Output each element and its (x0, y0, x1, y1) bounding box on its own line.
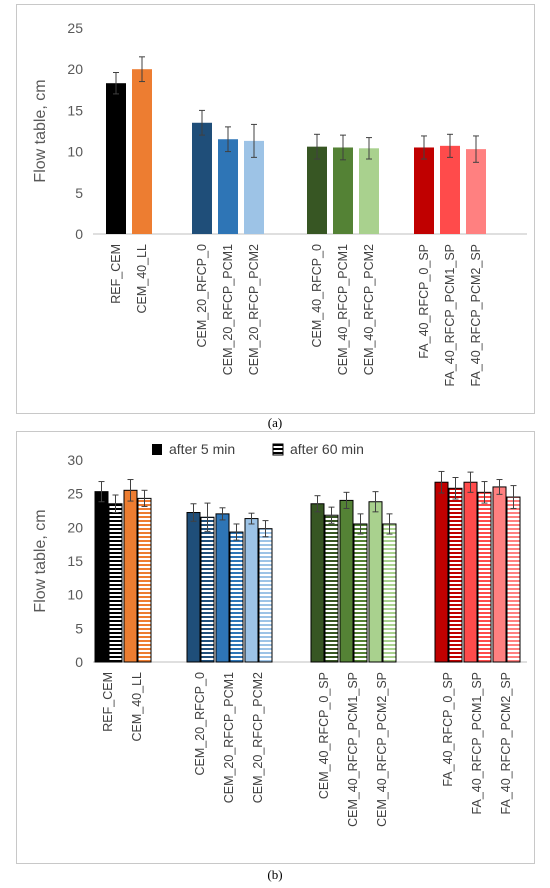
x-tick-label: FA_40_RFCP_PCM2_SP (499, 672, 513, 814)
chart-b-y-tick-label: 30 (67, 452, 83, 468)
caption-b: (b) (267, 867, 283, 882)
chart-b-y-tick-label: 5 (75, 620, 83, 636)
x-tick-label: FA_40_RFCP_0_SP (417, 244, 431, 359)
bar (244, 140, 264, 234)
chart-a-svg: 0 5 10 15 20 25 Flow table, cm REF_CEM CEM_40_LL… (32, 20, 527, 386)
x-tick-label: CEM_20_RFCP_PCM2 (251, 672, 265, 803)
bar (414, 147, 434, 234)
x-tick-label: CEM_40_RFCP_PCM2_SP (375, 672, 389, 827)
bar (359, 148, 379, 234)
x-tick-label: CEM_20_RFCP_PCM1 (221, 244, 235, 375)
x-tick-label: CEM_40_LL (130, 672, 144, 742)
legend-swatch-after-5 (152, 444, 162, 455)
chart-a-y-axis-label: Flow table, cm (32, 79, 49, 182)
bar-after-5 (215, 513, 230, 663)
chart-a-y-tick-label: 25 (67, 20, 83, 36)
x-tick-label: CEM_20_RFCP_0 (195, 244, 209, 348)
bar-after-5 (463, 481, 478, 663)
x-tick-label: REF_CEM (109, 244, 123, 304)
chart-a-y-tick-label: 15 (67, 102, 83, 118)
bar-after-5 (339, 499, 354, 663)
bar-after-5 (244, 518, 259, 663)
x-tick-label: CEM_40_RFCP_0 (310, 244, 324, 348)
bar (440, 145, 460, 234)
bar-after-60 (200, 516, 215, 663)
bar-after-5 (123, 489, 138, 663)
x-tick-label: CEM_20_RFCP_PCM2 (247, 244, 261, 375)
bar-after-60 (137, 497, 152, 663)
bar-after-60 (108, 503, 123, 663)
bar-after-5 (310, 503, 325, 663)
x-tick-label: CEM_40_RFCP_PCM1_SP (346, 672, 360, 827)
caption-a: (a) (267, 415, 283, 430)
legend-label-after-5: after 5 min (169, 441, 235, 457)
chart-b-y-tick-label: 15 (67, 553, 83, 569)
bar-after-60 (258, 528, 273, 663)
chart-b-svg: 0 5 10 15 20 25 30 Flow table, cm after 5 min aft… (32, 441, 527, 827)
chart-panel-a: 0 5 10 15 20 25 Flow table, cm REF_CEM CEM_40_LL… (16, 4, 535, 414)
x-tick-label: FA_40_RFCP_PCM1_SP (443, 244, 457, 386)
x-tick-label: CEM_40_RFCP_PCM1 (336, 244, 350, 375)
bar-after-5 (94, 491, 109, 663)
bar-after-60 (324, 514, 339, 663)
bar (466, 149, 486, 234)
x-tick-label: CEM_20_RFCP_PCM1 (222, 672, 236, 803)
chart-a-y-tick-label: 0 (75, 226, 83, 242)
legend-label-after-60: after 60 min (290, 441, 364, 457)
bar-after-5 (368, 501, 383, 663)
x-tick-label: FA_40_RFCP_PCM2_SP (469, 244, 483, 386)
bar-after-5 (492, 486, 507, 663)
bar-after-60 (229, 531, 244, 663)
x-tick-label: CEM_40_LL (135, 244, 149, 314)
bar-after-60 (448, 487, 463, 663)
chart-b-y-tick-label: 25 (67, 486, 83, 502)
bar (307, 146, 327, 234)
bar-after-60 (353, 523, 368, 663)
x-tick-label: CEM_40_RFCP_0_SP (317, 672, 331, 799)
x-tick-label: CEM_20_RFCP_0 (193, 672, 207, 776)
bar-after-60 (382, 523, 397, 663)
bar (218, 139, 238, 234)
legend-swatch-after-60 (272, 443, 284, 456)
chart-a-y-tick-label: 20 (67, 61, 83, 77)
chart-a-y-tick-label: 5 (75, 185, 83, 201)
bar-after-5 (434, 481, 449, 663)
bar-after-60 (506, 496, 521, 663)
bar (192, 122, 212, 234)
chart-b-y-tick-label: 0 (75, 654, 83, 670)
bar-after-5 (186, 512, 201, 663)
x-tick-label: FA_40_RFCP_0_SP (441, 672, 455, 787)
bar (132, 69, 152, 234)
x-tick-label: CEM_40_RFCP_PCM2 (362, 244, 376, 375)
chart-panel-b: 0 5 10 15 20 25 30 Flow table, cm after 5 min aft… (16, 431, 535, 864)
chart-b-y-axis-label: Flow table, cm (32, 509, 49, 612)
chart-b-y-tick-label: 10 (67, 587, 83, 603)
chart-a-y-tick-label: 10 (67, 144, 83, 160)
x-tick-label: REF_CEM (101, 672, 115, 732)
bar (333, 147, 353, 234)
bar-after-60 (477, 491, 492, 663)
bar (106, 83, 126, 234)
x-tick-label: FA_40_RFCP_PCM1_SP (470, 672, 484, 814)
chart-b-y-tick-label: 20 (67, 519, 83, 535)
